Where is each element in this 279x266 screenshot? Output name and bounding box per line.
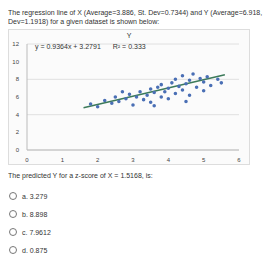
html-text:a. 3.279: a. 3.279 xyxy=(22,192,48,200)
svg-text:6: 6 xyxy=(16,94,20,100)
svg-text:4: 4 xyxy=(16,112,20,118)
svg-text:3: 3 xyxy=(131,157,135,163)
html-text:y = 0.9364x + 3.2791: y = 0.9364x + 3.2791 xyxy=(35,43,101,50)
svg-text:12: 12 xyxy=(12,41,19,47)
svg-text:1: 1 xyxy=(61,157,65,163)
html-text:b. 8.898: b. 8.898 xyxy=(22,210,48,218)
html-text:Y: Y xyxy=(126,32,132,39)
svg-text:6: 6 xyxy=(237,157,241,163)
html-text:R² = 0.333: R² = 0.333 xyxy=(112,43,146,50)
svg-text:0: 0 xyxy=(25,157,29,163)
svg-text:5: 5 xyxy=(202,157,206,163)
html-text:Dev=1.1918) for a given datase: Dev=1.1918) for a given dataset is shown… xyxy=(8,18,160,25)
svg-text:10: 10 xyxy=(12,59,19,65)
svg-text:2: 2 xyxy=(16,129,20,135)
html-text:The regression line of X (Aver: The regression line of X (Average=3.886,… xyxy=(8,9,263,16)
html-text:c. 7.9612: c. 7.9612 xyxy=(22,228,51,236)
svg-text:8: 8 xyxy=(16,76,20,82)
svg-text:2: 2 xyxy=(96,157,100,163)
html-text:The predicted Y for a z-score: The predicted Y for a z-score of X = 1.5… xyxy=(8,172,153,179)
svg-text:4: 4 xyxy=(167,157,171,163)
svg-text:0: 0 xyxy=(16,147,20,153)
html-text:d. 0.875: d. 0.875 xyxy=(22,246,48,254)
